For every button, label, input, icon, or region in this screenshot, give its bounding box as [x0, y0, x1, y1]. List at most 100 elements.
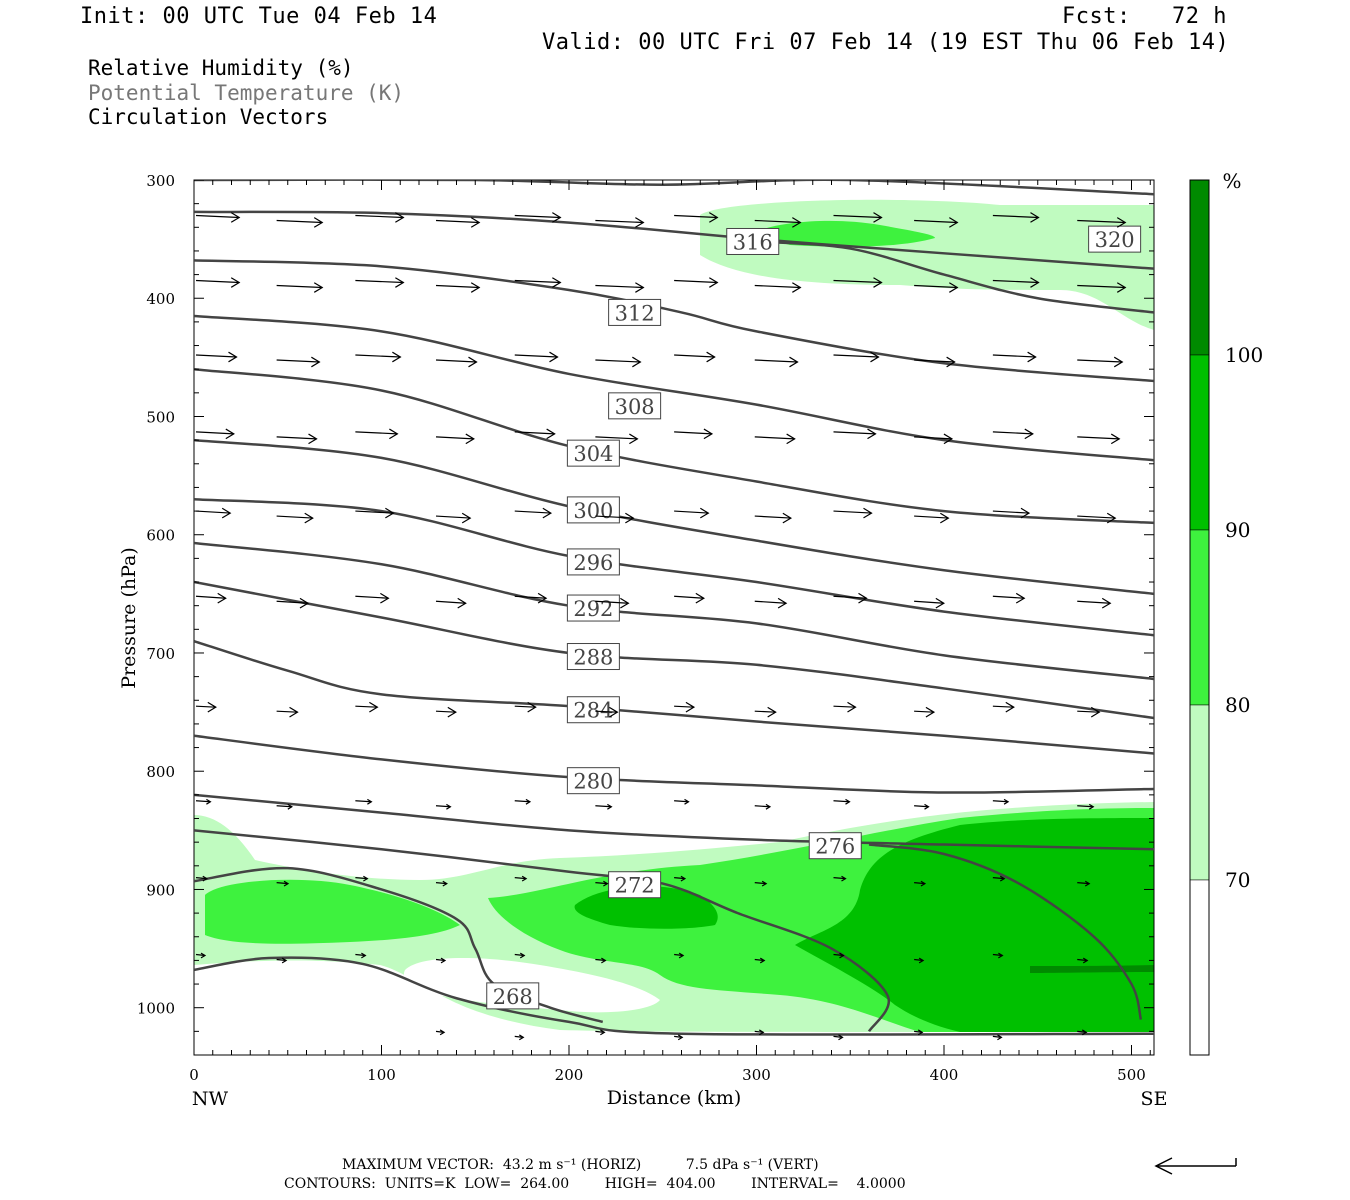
- vector-arrow-44: [833, 428, 877, 440]
- vector-arrow-0: [195, 212, 241, 223]
- vector-arrow-18: [674, 277, 719, 288]
- vector-arrow-67: [754, 597, 788, 609]
- vector-arrow-89: [595, 803, 613, 810]
- vector-arrow-83: [1077, 706, 1101, 718]
- vector-arrow-72: [195, 701, 217, 713]
- vector-arrow-9: [914, 217, 959, 228]
- vector-arrow-46: [992, 428, 1034, 440]
- vector-arrow-47: [1077, 433, 1121, 445]
- theta-line-308-4: [194, 314, 1154, 462]
- vector-arrow-22: [992, 277, 1040, 288]
- theta-line-276-13: [868, 843, 1143, 1020]
- vector-arrow-114: [674, 952, 685, 959]
- theta-line-320-0: [194, 180, 1154, 196]
- theta-label-box-288: [566, 643, 620, 671]
- vector-arrow-80: [833, 701, 857, 713]
- legend-relative-humidity: Relative Humidity (%): [88, 56, 354, 80]
- colorbar-segment-1: [1189, 354, 1210, 531]
- vector-arrow-66: [674, 592, 705, 604]
- vector-arrow-104: [833, 875, 847, 882]
- vector-arrow-63: [435, 597, 467, 609]
- colorbar-label-80: 80: [1225, 693, 1250, 717]
- vector-arrow-39: [435, 433, 475, 445]
- y-tick-label-700: 700: [146, 645, 175, 663]
- vector-arrow-124: [754, 1029, 765, 1036]
- theta-line-316-1: [194, 210, 1154, 270]
- vector-arrow-33: [914, 356, 956, 368]
- rh-100-strip: [1030, 965, 1154, 973]
- vector-arrow-62: [355, 592, 390, 604]
- theta-line-272-14: [194, 829, 891, 1033]
- theta-label-300: 300: [573, 499, 613, 523]
- vector-arrow-88: [514, 798, 532, 805]
- vector-arrow-45: [914, 433, 954, 445]
- contour-info: CONTOURS: UNITS=K LOW= 264.00 HIGH= 404.…: [284, 1176, 906, 1192]
- vector-arrow-93: [914, 803, 930, 810]
- vector-arrow-40: [514, 428, 556, 440]
- vector-arrow-20: [833, 277, 883, 288]
- vector-arrow-68: [833, 592, 868, 604]
- vector-arrow-4: [514, 212, 562, 223]
- vector-arrow-28: [514, 351, 559, 363]
- vector-arrow-101: [595, 880, 609, 887]
- max-vector-info: MAXIMUM VECTOR: 43.2 m s⁻¹ (HORIZ) 7.5 d…: [342, 1157, 819, 1173]
- x-end-label-nw: NW: [192, 1088, 229, 1110]
- vector-arrow-110: [355, 952, 367, 959]
- vector-arrow-92: [833, 798, 851, 805]
- vector-arrow-125: [833, 1034, 844, 1041]
- theta-label-280: 280: [573, 770, 613, 794]
- theta-line-264-16: [194, 956, 1154, 1036]
- colorbar-segment-0: [1189, 179, 1210, 356]
- vector-arrow-61: [276, 597, 310, 609]
- vector-arrow-91: [754, 803, 772, 810]
- colorbar-label-90: 90: [1225, 518, 1250, 542]
- vector-arrow-122: [595, 1029, 606, 1036]
- vector-arrow-74: [355, 701, 379, 713]
- vector-arrow-1: [276, 217, 324, 228]
- circulation-vectors: [195, 212, 1127, 1041]
- vector-arrow-48: [195, 507, 232, 519]
- vector-arrow-82: [992, 701, 1015, 713]
- theta-line-288-9: [194, 580, 1154, 720]
- vector-arrow-43: [754, 433, 796, 445]
- theta-label-box-312: [608, 298, 662, 326]
- theta-line-316-2: [756, 240, 1154, 314]
- vector-arrow-70: [992, 592, 1026, 604]
- vector-arrow-54: [674, 507, 710, 519]
- vector-arrow-119: [1077, 957, 1089, 964]
- vector-arrow-32: [833, 351, 880, 363]
- vector-arrow-42: [674, 428, 714, 440]
- vector-arrow-128: [1077, 1029, 1088, 1036]
- vector-arrow-50: [355, 507, 395, 519]
- vector-arrow-17: [595, 282, 645, 293]
- x-tick-label-0: 0: [189, 1066, 199, 1084]
- vector-arrow-36: [195, 428, 235, 440]
- vector-arrow-69: [914, 597, 945, 609]
- vector-arrow-26: [355, 351, 402, 363]
- vector-arrow-29: [595, 356, 642, 368]
- theta-label-308: 308: [615, 395, 655, 419]
- vector-arrow-51: [435, 512, 472, 524]
- vector-arrow-41: [595, 433, 639, 445]
- vector-arrow-23: [1077, 282, 1127, 293]
- vector-arrow-56: [833, 507, 873, 519]
- vector-arrow-2: [355, 212, 405, 223]
- theta-line-304-5: [194, 367, 1154, 525]
- vector-arrow-8: [833, 212, 883, 223]
- theta-label-312: 312: [615, 301, 655, 325]
- theta-label-320: 320: [1095, 228, 1135, 252]
- vector-arrow-107: [1077, 880, 1091, 887]
- vector-arrow-6: [674, 212, 719, 223]
- vector-arrow-120: [435, 1029, 446, 1036]
- y-tick-label-600: 600: [146, 527, 175, 545]
- theta-line-280-11: [194, 734, 1154, 794]
- theta-label-316: 316: [733, 230, 773, 254]
- y-tick-label-400: 400: [146, 290, 175, 308]
- theta-label-box-284: [566, 696, 620, 724]
- vector-arrow-11: [1077, 217, 1127, 228]
- theta-label-296: 296: [573, 551, 613, 575]
- vector-arrow-19: [754, 282, 802, 293]
- vector-arrow-13: [276, 282, 324, 293]
- vector-arrow-27: [435, 356, 478, 368]
- vector-arrow-115: [754, 957, 766, 964]
